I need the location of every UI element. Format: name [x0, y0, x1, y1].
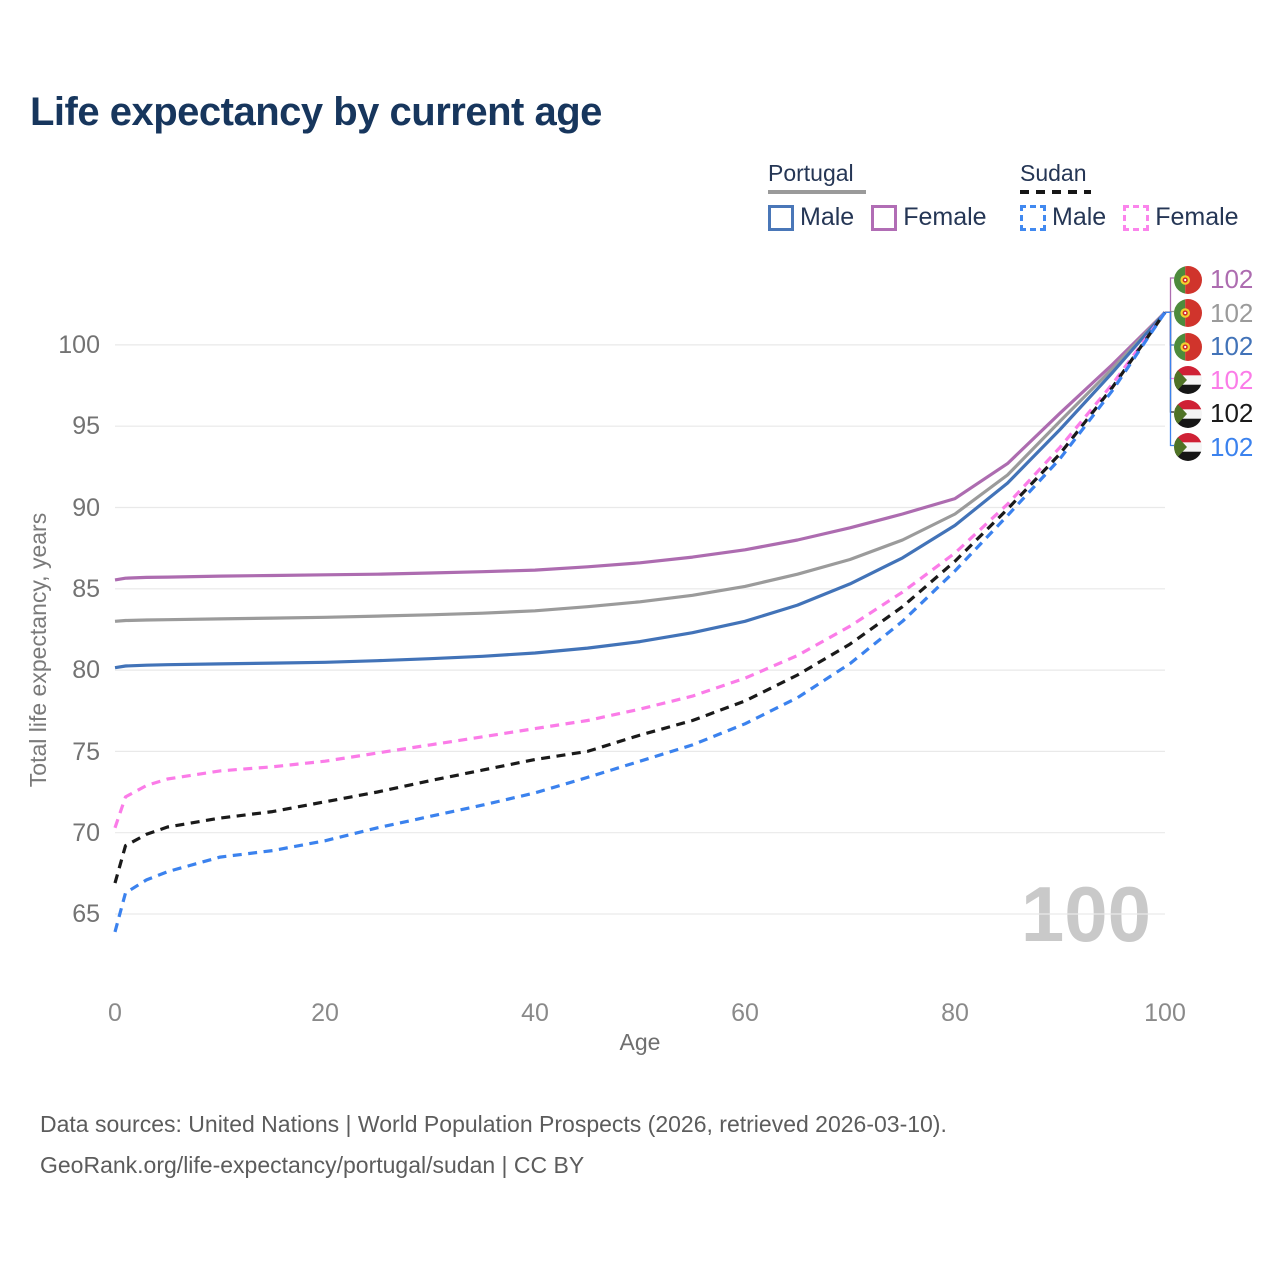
x-tick-60: 60	[731, 999, 759, 1027]
series-line-sudan-female[interactable]	[113, 311, 1167, 829]
leader-line-portugal-female	[1165, 277, 1174, 314]
legend-country-sudan[interactable]: Sudan	[1020, 160, 1087, 186]
x-tick-0: 0	[108, 999, 122, 1027]
y-tick-100: 100	[58, 331, 100, 359]
end-label-portugal-male: 102	[1174, 331, 1253, 362]
footer: Data sources: United Nations | World Pop…	[40, 1104, 947, 1186]
end-label-leader-lines	[1165, 277, 1174, 447]
y-tick-95: 95	[72, 412, 100, 440]
portugal-flag-icon	[1174, 299, 1202, 327]
sudan-flag-icon	[1174, 399, 1202, 428]
gridlines	[115, 344, 1165, 915]
sudan-flag-icon	[1174, 366, 1202, 394]
sudan-male-swatch[interactable]	[1020, 204, 1046, 231]
end-label-sudan-male: 102	[1174, 432, 1253, 463]
series-line-portugal-female[interactable]	[114, 311, 1167, 582]
portugal-solid-line-swatch	[768, 190, 866, 194]
y-axis-ticks: 100 95 90 85 80 75 70 65	[58, 331, 100, 928]
y-tick-90: 90	[72, 494, 100, 522]
attribution-line: GeoRank.org/life-expectancy/portugal/sud…	[40, 1152, 585, 1178]
series-line-portugal-male[interactable]	[114, 311, 1167, 670]
end-value: 102	[1210, 398, 1254, 428]
end-value: 102	[1210, 264, 1254, 294]
x-tick-100: 100	[1144, 999, 1186, 1027]
leader-line-sudan-both	[1165, 311, 1174, 413]
sudan-female-label[interactable]: Female	[1155, 203, 1239, 231]
portugal-male-label[interactable]: Male	[800, 203, 855, 231]
portugal-flag-icon	[1174, 332, 1202, 361]
sudan-female-swatch[interactable]	[1123, 204, 1150, 231]
sudan-male-label[interactable]: Male	[1052, 203, 1107, 231]
x-tick-80: 80	[941, 999, 969, 1027]
portugal-female-label[interactable]: Female	[903, 203, 987, 231]
series-lines	[113, 311, 1167, 933]
legend-group-sudan: Sudan Male Female	[1020, 160, 1239, 232]
series-line-portugal-both[interactable]	[114, 311, 1167, 623]
legend-country-portugal[interactable]: Portugal	[768, 160, 854, 186]
y-tick-70: 70	[72, 819, 100, 847]
x-tick-20: 20	[311, 999, 339, 1027]
end-label-portugal-female: 102	[1174, 264, 1253, 295]
data-sources-line: Data sources: United Nations | World Pop…	[40, 1111, 947, 1137]
y-tick-65: 65	[72, 900, 100, 928]
portugal-female-swatch[interactable]	[871, 204, 898, 231]
end-label-sudan-female: 102	[1174, 365, 1253, 396]
end-value: 102	[1210, 431, 1254, 462]
y-axis-title: Total life expectancy, years	[25, 513, 51, 787]
portugal-male-swatch[interactable]	[768, 204, 794, 231]
sudan-dashed-line-swatch	[1020, 190, 1091, 194]
end-label-portugal-both: 102	[1174, 298, 1253, 329]
x-axis-title: Age	[620, 1029, 661, 1055]
legend-group-portugal: Portugal Male Female	[768, 160, 987, 232]
end-value: 102	[1210, 364, 1254, 395]
end-label-sudan-both: 102	[1174, 398, 1253, 429]
y-tick-85: 85	[72, 575, 100, 603]
x-axis-ticks: 0 20 40 60 80 100	[108, 999, 1186, 1027]
end-value: 102	[1210, 331, 1254, 361]
series-line-sudan-both[interactable]	[113, 311, 1167, 884]
y-tick-75: 75	[72, 738, 100, 766]
y-tick-80: 80	[72, 656, 100, 684]
leader-line-sudan-male	[1165, 311, 1174, 447]
series-line-sudan-male[interactable]	[113, 311, 1167, 933]
end-value: 102	[1210, 297, 1254, 328]
portugal-flag-icon	[1174, 265, 1202, 294]
leader-line-portugal-male	[1165, 311, 1174, 346]
page-title: Life expectancy by current age	[30, 90, 602, 134]
sudan-flag-icon	[1174, 433, 1202, 461]
x-tick-40: 40	[521, 999, 549, 1027]
